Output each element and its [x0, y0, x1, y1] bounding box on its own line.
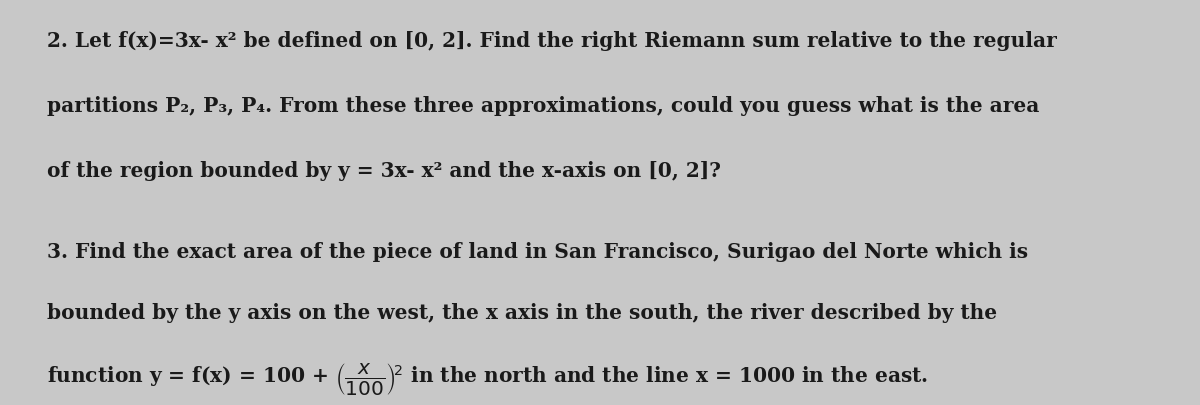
Text: 2. Let f(x)=3x- x² be defined on [0, 2]. Find the right Riemann sum relative to : 2. Let f(x)=3x- x² be defined on [0, 2].… — [47, 31, 1057, 51]
Text: function y = f(x) = 100 + $\left(\dfrac{x}{100}\right)^{\!2}$ in the north and t: function y = f(x) = 100 + $\left(\dfrac{… — [47, 360, 929, 396]
Text: bounded by the y axis on the west, the x axis in the south, the river described : bounded by the y axis on the west, the x… — [47, 303, 997, 322]
Text: partitions P₂, P₃, P₄. From these three approximations, could you guess what is : partitions P₂, P₃, P₄. From these three … — [47, 96, 1039, 116]
Text: 3. Find the exact area of the piece of land in San Francisco, Surigao del Norte : 3. Find the exact area of the piece of l… — [47, 241, 1028, 261]
Text: of the region bounded by y = 3x- x² and the x-axis on [0, 2]?: of the region bounded by y = 3x- x² and … — [47, 161, 721, 181]
